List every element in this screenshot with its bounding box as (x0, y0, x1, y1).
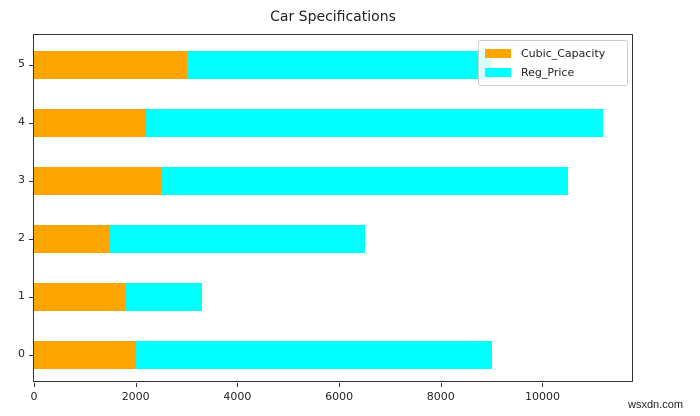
bar-reg-price-0 (135, 341, 492, 369)
legend: Cubic_Capacity Reg_Price (478, 40, 628, 86)
chart-title: Car Specifications (270, 9, 396, 25)
watermark: wsxdn.com (628, 399, 684, 411)
x-tick-label: 0 (30, 390, 38, 403)
x-tick-label: 2000 (121, 390, 150, 403)
y-tick-label: 1 (18, 289, 25, 302)
bar-reg-price-4 (145, 109, 604, 137)
y-tick-label: 2 (18, 231, 25, 244)
bar-reg-price-2 (110, 225, 365, 253)
x-tick-label: 4000 (223, 390, 252, 403)
legend-swatch-cubic-capacity-icon (485, 49, 511, 58)
y-tick (29, 297, 33, 298)
legend-label: Reg_Price (521, 66, 575, 79)
y-tick-label: 5 (18, 57, 25, 70)
legend-swatch-reg-price-icon (485, 68, 511, 77)
legend-item-cubic-capacity: Cubic_Capacity (485, 47, 605, 60)
y-tick (29, 181, 33, 182)
bar-cubic-capacity-1 (34, 283, 126, 311)
bar-reg-price-1 (125, 283, 202, 311)
x-tick (542, 383, 544, 387)
y-tick (29, 123, 33, 124)
legend-label: Cubic_Capacity (521, 47, 606, 60)
x-tick-label: 10000 (524, 390, 560, 403)
bar-cubic-capacity-5 (34, 51, 187, 79)
y-tick (29, 65, 33, 66)
x-tick (339, 383, 341, 387)
legend-item-reg-price: Reg_Price (485, 66, 574, 79)
plot-area: 0 1 2 3 4 5 0 2000 4000 6000 8000 10000 (18, 34, 633, 403)
bar-cubic-capacity-0 (34, 341, 136, 369)
bar-cubic-capacity-3 (34, 167, 162, 195)
bar-reg-price-5 (186, 51, 492, 79)
y-tick-label: 4 (18, 115, 25, 128)
bar-cubic-capacity-4 (34, 109, 146, 137)
x-tick-label: 8000 (426, 390, 455, 403)
y-tick (29, 355, 33, 356)
x-tick-label: 6000 (325, 390, 354, 403)
x-tick (34, 383, 35, 387)
x-tick (440, 383, 442, 387)
y-tick-label: 0 (18, 347, 25, 360)
y-tick (29, 239, 33, 240)
x-tick (135, 383, 137, 387)
bar-reg-price-3 (161, 167, 568, 195)
y-tick-label: 3 (18, 173, 25, 186)
x-tick (237, 383, 239, 387)
bar-cubic-capacity-2 (34, 225, 111, 253)
